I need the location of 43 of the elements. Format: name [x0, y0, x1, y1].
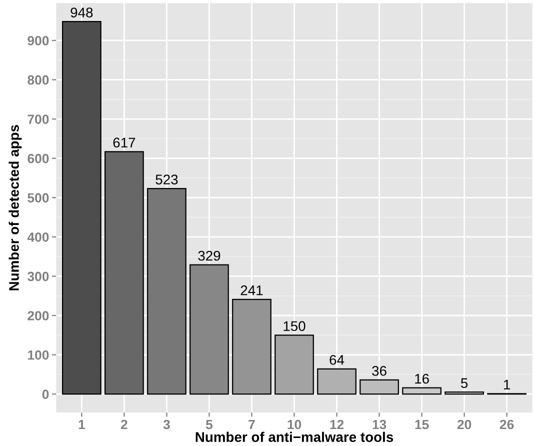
- y-tick-label: 800: [28, 75, 49, 85]
- bar: [232, 298, 272, 395]
- x-axis-title: Number of anti−malware tools: [196, 432, 394, 442]
- y-tick-label: 100: [28, 350, 49, 360]
- y-tick-label: 300: [28, 272, 49, 282]
- bar: [147, 188, 186, 395]
- y-tick-label: 900: [28, 36, 49, 46]
- y-tick-label: 0: [42, 390, 49, 399]
- x-tick-label: 13: [372, 420, 386, 430]
- y-axis-title: Number of detected apps: [8, 125, 22, 290]
- data-label: 241: [240, 285, 263, 296]
- bar: [190, 264, 229, 395]
- data-label: 329: [198, 250, 220, 261]
- y-tick-label: 500: [28, 193, 49, 203]
- x-tick-label: 3: [163, 420, 170, 430]
- x-tick-label: 5: [206, 420, 213, 430]
- y-tick-label: 200: [28, 311, 49, 320]
- x-tick-label: 26: [500, 420, 514, 430]
- bar: [274, 334, 314, 395]
- bar: [360, 379, 399, 395]
- data-label: 16: [415, 374, 429, 384]
- data-label: 617: [113, 138, 136, 148]
- x-tick-label: 20: [457, 420, 472, 430]
- x-tick-label: 10: [288, 420, 302, 430]
- x-tick-label: 1: [78, 420, 85, 430]
- data-label: 64: [330, 354, 344, 365]
- bar: [62, 21, 102, 395]
- y-tick-label: 400: [27, 232, 49, 242]
- data-label: 36: [372, 366, 386, 376]
- data-label: 948: [70, 8, 93, 18]
- data-label: 523: [156, 174, 178, 184]
- y-tick-label: 600: [28, 154, 49, 164]
- data-label: 150: [284, 321, 306, 332]
- bar: [402, 387, 442, 395]
- x-tick-label: 7: [248, 420, 255, 430]
- y-tick-label: 700: [28, 114, 49, 124]
- x-tick-label: 12: [330, 420, 344, 430]
- bar: [104, 151, 144, 395]
- x-tick-label: 2: [120, 420, 128, 430]
- x-tick-label: 15: [415, 420, 429, 430]
- bar: [317, 368, 356, 395]
- data-label: 1: [504, 380, 510, 390]
- data-label: 5: [460, 378, 468, 388]
